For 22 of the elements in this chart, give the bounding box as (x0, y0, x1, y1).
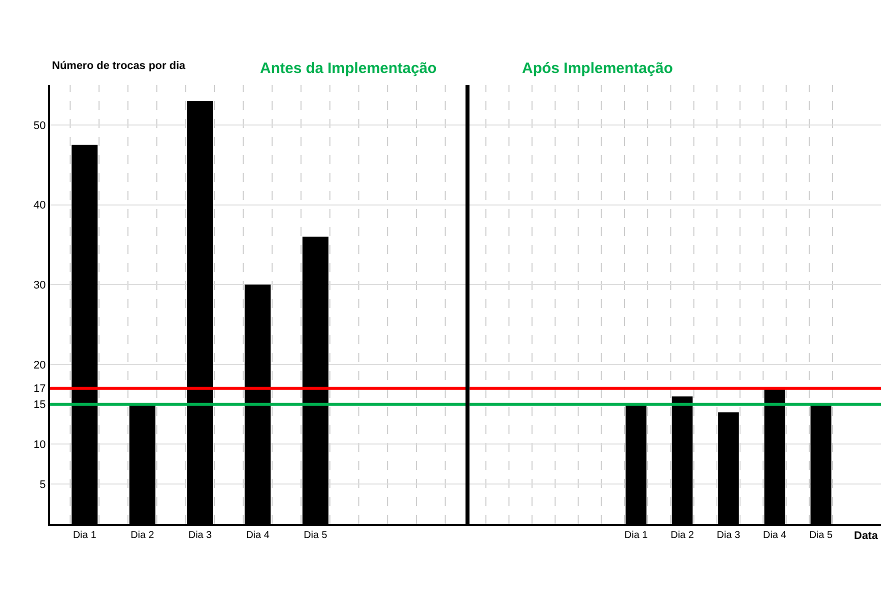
x-tick-label: Dia 4 (246, 530, 270, 542)
x-tick-label: Dia 3 (716, 530, 741, 542)
x-tick-label: Dia 1 (624, 530, 648, 542)
y-tick-label: 17 (34, 383, 46, 396)
y-axis-title: Número de trocas por dia (52, 60, 186, 72)
chart-title: Após Implementação (522, 60, 673, 77)
y-tick-label: 5 (40, 479, 46, 491)
x-tick-label: Dia 5 (809, 530, 834, 542)
x-tick-label: Dia 3 (188, 530, 212, 542)
chart-title: Antes da Implementação (260, 60, 437, 77)
x-axis-title: Data (854, 530, 879, 542)
y-tick-label: 50 (34, 120, 46, 132)
x-tick-label: Dia 2 (670, 530, 694, 542)
y-tick-label: 15 (34, 399, 46, 412)
x-tick-label: Dia 5 (304, 530, 328, 542)
y-tick-label: 20 (34, 359, 46, 372)
x-tick-label: Dia 4 (763, 530, 787, 542)
y-tick-label: 40 (34, 200, 46, 212)
y-tick-label: 10 (34, 439, 46, 452)
y-tick-label: 30 (34, 279, 46, 292)
x-tick-label: Dia 1 (72, 530, 97, 542)
x-tick-label: Dia 2 (130, 530, 154, 542)
